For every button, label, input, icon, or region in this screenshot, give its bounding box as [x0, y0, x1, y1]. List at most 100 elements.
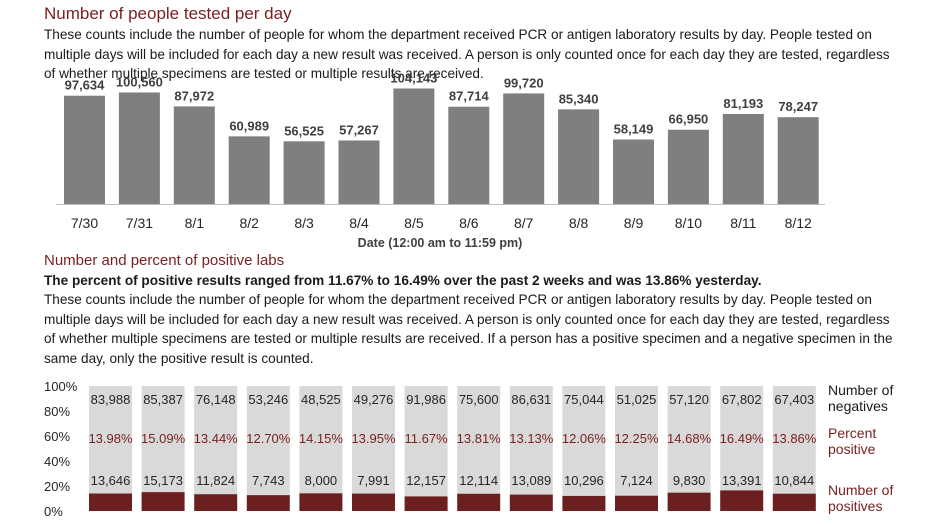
y-tick-label: 20% [44, 479, 70, 494]
positives-label: 13,089 [511, 473, 551, 488]
positives-label: 7,124 [620, 473, 653, 488]
negatives-label: 91,986 [406, 392, 446, 407]
data-label: 87,714 [449, 89, 490, 104]
negatives-label: 75,044 [564, 392, 604, 407]
data-label: 97,634 [65, 78, 106, 93]
percent-positive-label: 12.70% [246, 431, 291, 446]
negatives-bar [772, 386, 816, 494]
legend-percent-positive: positive [828, 441, 876, 457]
negatives-label: 51,025 [617, 392, 657, 407]
negatives-label: 75,600 [459, 392, 499, 407]
x-tick-label: 8/4 [349, 215, 369, 231]
negatives-label: 85,387 [143, 392, 183, 407]
y-tick-label: 80% [44, 404, 70, 419]
bar [64, 95, 105, 204]
percent-positive-label: 13.95% [351, 431, 396, 446]
x-tick-label: 7/30 [71, 215, 98, 231]
positives-bar [352, 493, 395, 511]
legend-positives: positives [828, 498, 882, 514]
positives-bar [246, 495, 290, 511]
negatives-label: 86,631 [511, 392, 551, 407]
data-label: 99,720 [504, 75, 544, 90]
bar [448, 106, 490, 204]
data-label: 56,525 [284, 123, 324, 138]
x-tick-label: 8/10 [675, 215, 702, 231]
percent-positive-label: 15.09% [141, 431, 186, 446]
x-tick-label: 8/9 [624, 215, 644, 231]
bar [777, 117, 819, 204]
positives-label: 13,391 [722, 473, 762, 488]
positives-label: 15,173 [143, 473, 183, 488]
positives-bar [615, 495, 658, 511]
x-tick-label: 8/6 [459, 215, 479, 231]
negatives-label: 48,525 [301, 392, 341, 407]
positives-bar [772, 493, 816, 511]
x-tick-label: 8/8 [569, 215, 589, 231]
positives-label: 11,824 [196, 473, 235, 488]
positives-bar [299, 493, 343, 511]
bar [173, 106, 215, 204]
positives-bar [89, 493, 132, 511]
y-tick-label: 100% [44, 379, 78, 394]
positives-label: 12,157 [406, 473, 446, 488]
bar [722, 113, 764, 204]
percent-positive-label: 14.68% [667, 431, 712, 446]
positives-bar [720, 490, 764, 511]
y-tick-label: 0% [44, 504, 63, 519]
negatives-bar [194, 386, 238, 495]
data-label: 85,340 [559, 91, 599, 106]
negatives-bar [720, 386, 764, 491]
chart1-description: These counts include the number of peopl… [44, 27, 890, 81]
negatives-bar [141, 386, 185, 493]
percent-positive-label: 13.98% [88, 431, 133, 446]
positives-label: 12,114 [459, 473, 498, 488]
positives-label: 10,844 [774, 473, 814, 488]
negatives-label: 67,802 [722, 392, 762, 407]
bar [503, 93, 545, 204]
bar [283, 141, 325, 204]
negatives-bar [246, 386, 290, 496]
positives-bar [141, 492, 185, 511]
positives-label: 7,743 [252, 473, 285, 488]
chart1-title: Number of people tested per day [44, 4, 292, 23]
data-label: 60,989 [229, 118, 269, 133]
percent-positive-label: 12.06% [562, 431, 607, 446]
positivity-summary: The percent of positive results ranged f… [44, 273, 762, 288]
percent-positive-label: 12.25% [614, 431, 659, 446]
bar [558, 109, 600, 204]
bar [667, 129, 709, 204]
negatives-bar [667, 386, 711, 493]
positives-label: 13,646 [91, 473, 131, 488]
y-tick-label: 60% [44, 429, 70, 444]
y-tick-label: 40% [44, 454, 70, 469]
x-tick-label: 8/2 [239, 215, 259, 231]
negatives-label: 49,276 [354, 392, 394, 407]
x-tick-label: 7/31 [126, 215, 153, 231]
positives-label: 9,830 [673, 473, 706, 488]
negatives-bar [615, 386, 658, 496]
data-label: 58,149 [614, 122, 654, 137]
negatives-bar [404, 386, 448, 497]
data-label: 104,143 [390, 70, 437, 85]
data-label: 78,247 [778, 99, 818, 114]
positives-label: 10,296 [564, 473, 604, 488]
x-axis-label: Date (12:00 am to 11:59 pm) [358, 236, 523, 250]
legend-positives: Number of [828, 482, 893, 498]
chart2-description: These counts include the number of peopl… [44, 292, 893, 366]
positives-bar [194, 494, 238, 511]
percent-positive-label: 16.49% [720, 431, 765, 446]
percent-positive-label: 13.13% [509, 431, 554, 446]
data-label: 81,193 [723, 96, 763, 111]
bar [338, 140, 380, 204]
negatives-label: 76,148 [196, 392, 236, 407]
bar [118, 92, 160, 204]
bar [228, 136, 270, 204]
positives-bar [404, 496, 448, 511]
positives-bar [562, 495, 606, 511]
negatives-label: 53,246 [248, 392, 288, 407]
data-label: 100,560 [116, 74, 163, 89]
positives-bar [457, 493, 501, 511]
negatives-bar [89, 386, 132, 494]
